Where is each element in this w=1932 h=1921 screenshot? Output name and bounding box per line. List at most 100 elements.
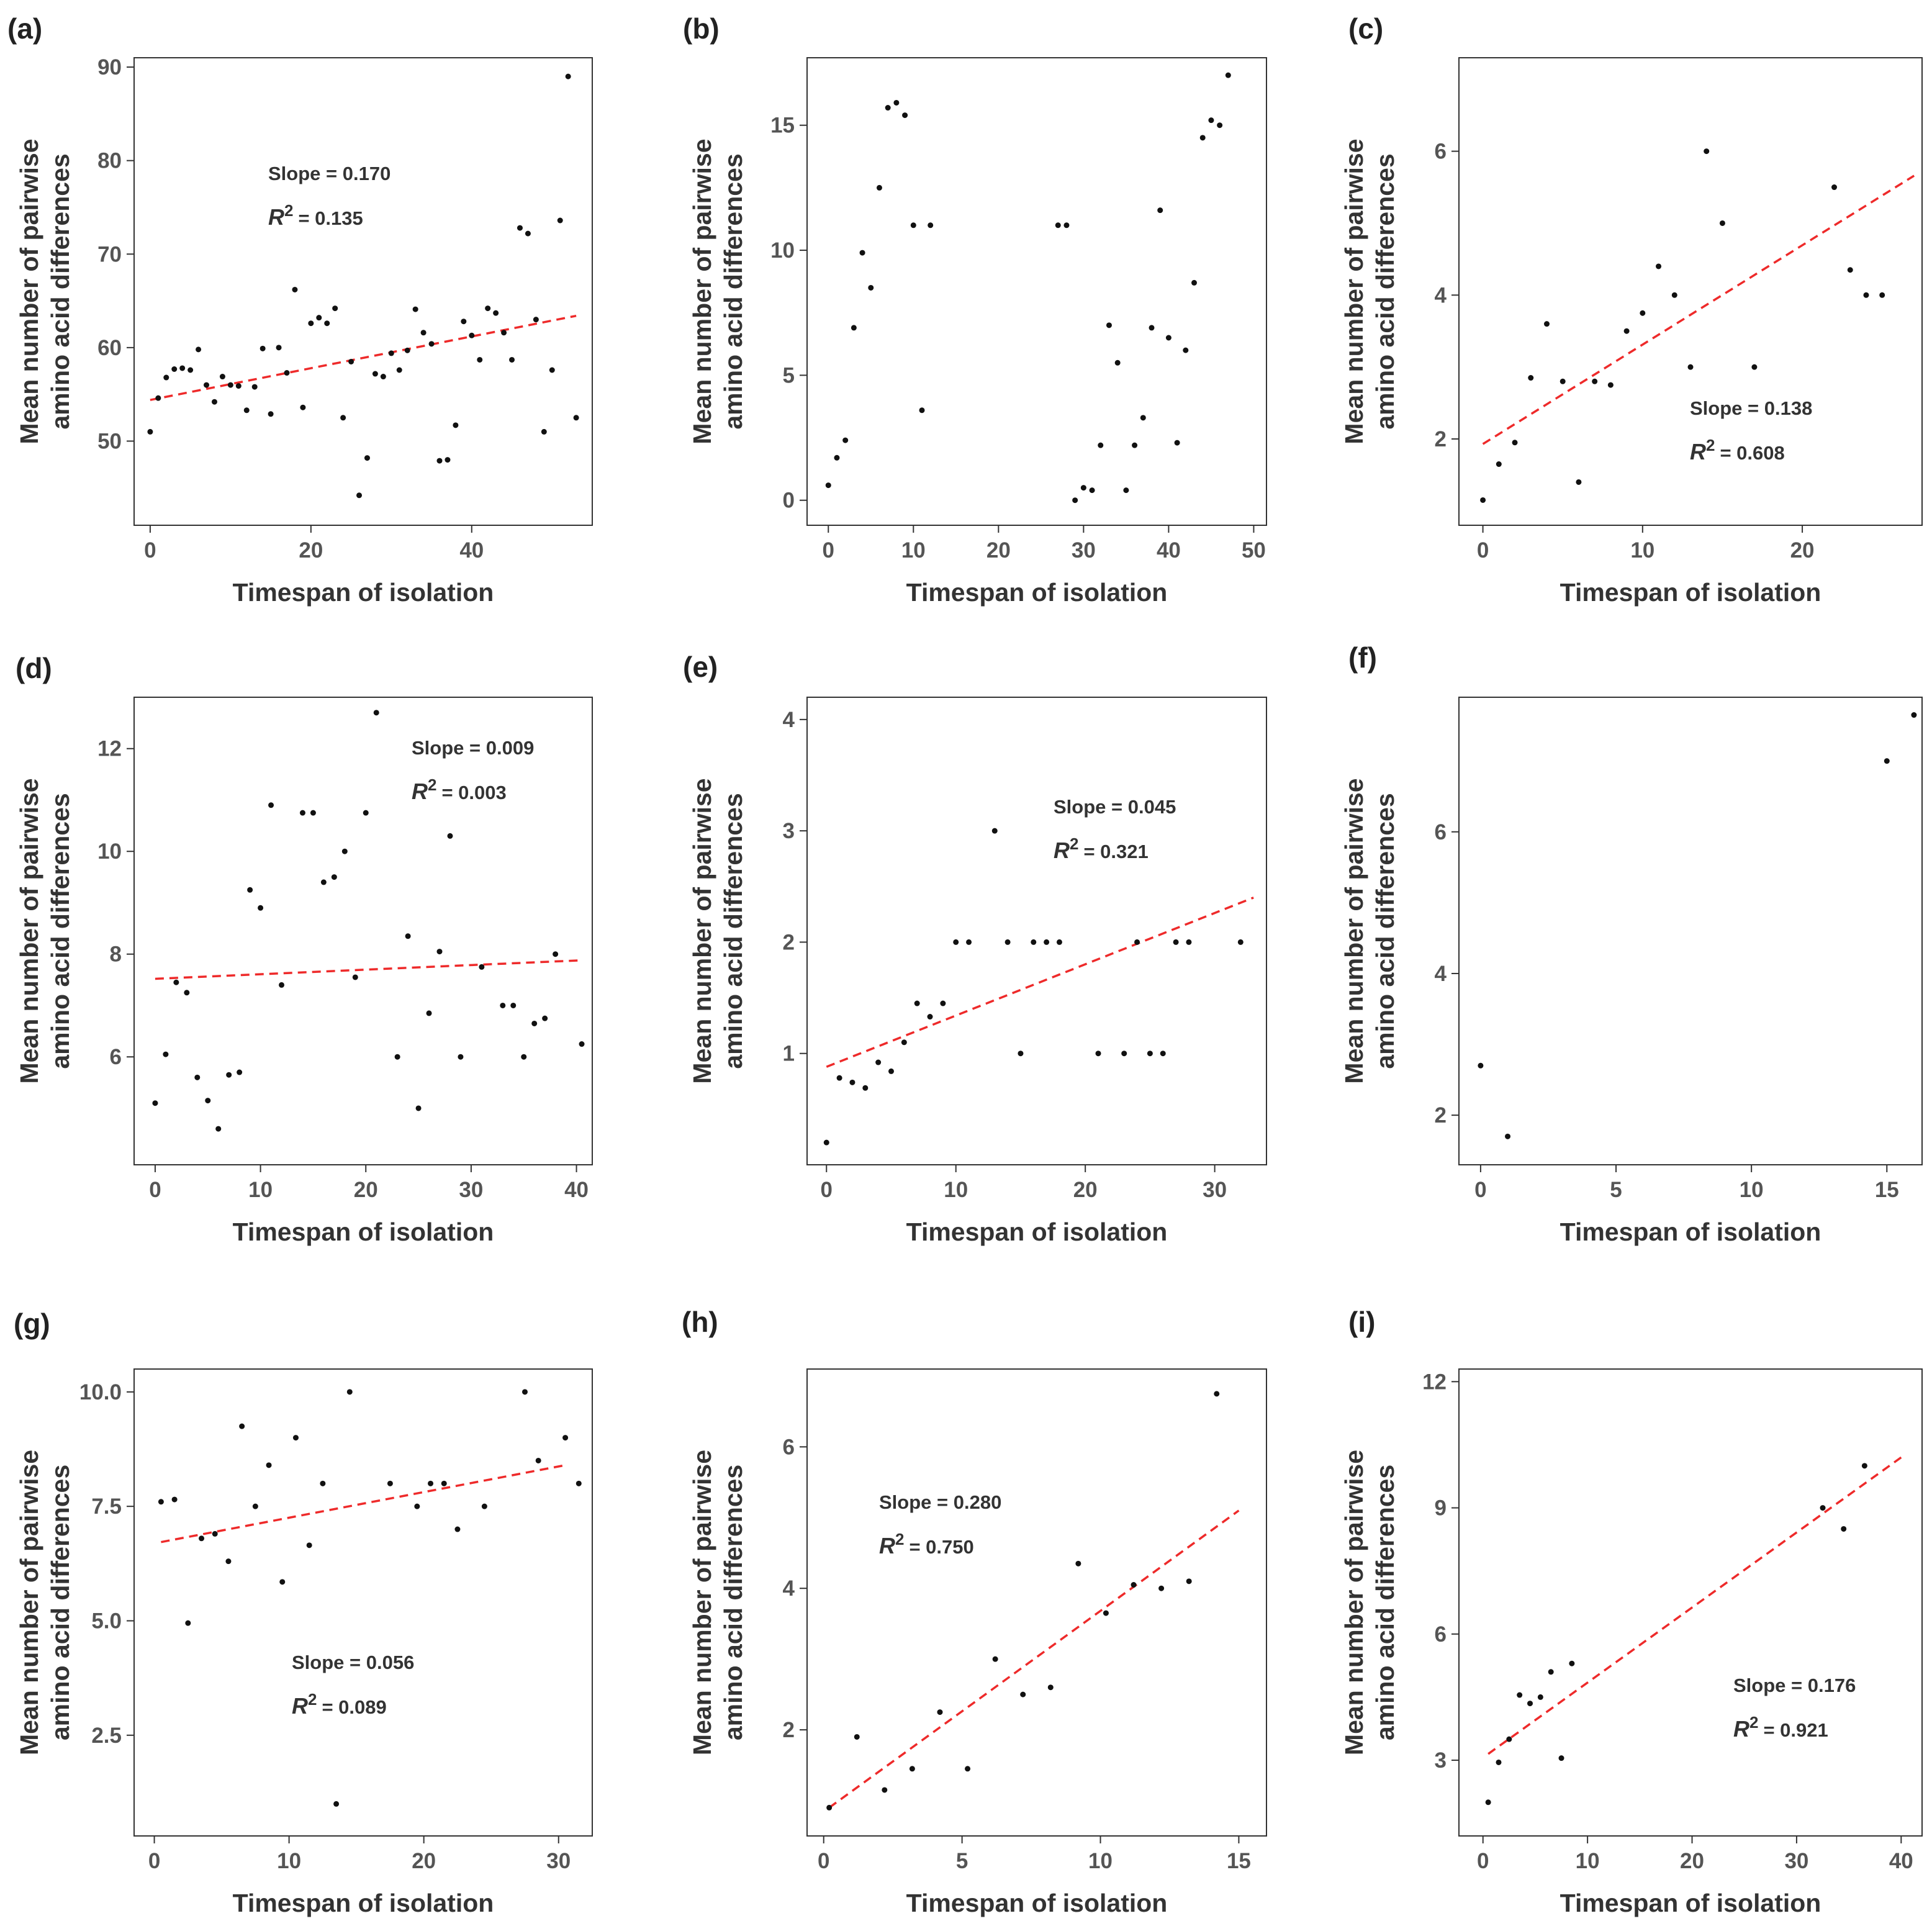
data-point bbox=[235, 383, 242, 389]
x-tick-label: 0 bbox=[148, 1849, 160, 1873]
regression-fit-line bbox=[161, 1464, 566, 1544]
x-tick-label: 50 bbox=[1242, 538, 1266, 563]
y-axis-title-line1: Mean number of pairwise bbox=[1340, 138, 1368, 444]
data-point bbox=[525, 230, 531, 237]
x-tick-label: 30 bbox=[459, 1178, 483, 1202]
y-tick-label: 6 bbox=[1435, 820, 1447, 844]
data-point bbox=[237, 1069, 243, 1075]
panel-label: (h) bbox=[682, 1306, 718, 1338]
data-point bbox=[187, 367, 194, 373]
r-squared-annotation: R2 = 0.321 bbox=[1054, 834, 1149, 863]
data-point bbox=[868, 284, 874, 291]
data-point bbox=[453, 422, 459, 428]
x-tick-label: 0 bbox=[818, 1849, 829, 1873]
data-point bbox=[533, 317, 539, 323]
data-point bbox=[1517, 1692, 1523, 1698]
data-point bbox=[1031, 939, 1037, 945]
data-point bbox=[436, 949, 443, 955]
data-point bbox=[388, 350, 394, 356]
data-point bbox=[1186, 1578, 1192, 1584]
x-tick-label: 0 bbox=[823, 538, 834, 563]
plot-frame bbox=[806, 697, 1267, 1165]
data-point bbox=[1047, 1684, 1054, 1691]
data-point bbox=[1656, 263, 1662, 269]
y-tick-label: 4 bbox=[783, 708, 795, 732]
y-tick-label: 2 bbox=[783, 930, 795, 954]
data-point bbox=[268, 411, 274, 417]
data-point bbox=[1537, 1694, 1543, 1700]
data-point bbox=[1132, 442, 1138, 448]
data-point bbox=[396, 367, 402, 373]
data-point bbox=[1592, 378, 1598, 384]
x-tick-label: 10 bbox=[277, 1849, 301, 1873]
data-point bbox=[1056, 939, 1062, 945]
data-point bbox=[1217, 122, 1223, 129]
data-point bbox=[1147, 1051, 1153, 1057]
x-axis-title: Timespan of isolation bbox=[233, 1218, 494, 1246]
data-point bbox=[199, 1535, 205, 1542]
data-point bbox=[1183, 347, 1189, 353]
data-point bbox=[1623, 328, 1630, 334]
data-point bbox=[320, 879, 327, 885]
y-tick-label: 10 bbox=[97, 839, 122, 864]
data-point bbox=[445, 457, 451, 463]
data-point bbox=[380, 374, 386, 380]
data-point bbox=[171, 1496, 178, 1503]
data-point bbox=[1704, 148, 1710, 155]
data-point bbox=[1121, 1051, 1127, 1057]
data-point bbox=[1134, 939, 1140, 945]
y-tick-label: 3 bbox=[783, 819, 795, 843]
data-point bbox=[910, 222, 916, 228]
data-point bbox=[1478, 1062, 1484, 1069]
y-tick-label: 4 bbox=[1435, 283, 1447, 307]
y-axis-title-line2: amino acid differences bbox=[719, 153, 747, 429]
data-point bbox=[549, 367, 555, 373]
data-point bbox=[1018, 1051, 1024, 1057]
y-tick-label: 15 bbox=[770, 114, 795, 138]
y-tick-label: 6 bbox=[110, 1045, 122, 1069]
x-tick-label: 10 bbox=[1740, 1178, 1764, 1202]
data-point bbox=[252, 1503, 258, 1509]
panel-label: (b) bbox=[683, 12, 720, 45]
data-point bbox=[940, 1000, 946, 1006]
data-point bbox=[1719, 220, 1725, 226]
data-point bbox=[441, 1480, 447, 1486]
data-point bbox=[1103, 1610, 1109, 1616]
x-tick-label: 20 bbox=[986, 538, 1011, 563]
panel-label: (i) bbox=[1348, 1306, 1375, 1338]
scatter-panel-1: (a) 0 20 40 50 60 70 80 90 Timespan of isolation M… bbox=[7, 12, 593, 607]
data-point bbox=[340, 415, 346, 421]
plot-frame bbox=[1458, 697, 1923, 1165]
data-point bbox=[1089, 487, 1095, 494]
data-point bbox=[1512, 440, 1518, 446]
x-axis-title: Timespan of isolation bbox=[233, 578, 494, 607]
data-point bbox=[412, 306, 418, 312]
data-point bbox=[1640, 310, 1646, 316]
data-point bbox=[888, 1068, 894, 1074]
y-tick-label: 9 bbox=[1435, 1496, 1447, 1521]
scatter-panel-4: (d) 0 10 20 30 40 6 8 10 12 Timespan of isolation M… bbox=[15, 652, 593, 1246]
data-point bbox=[372, 371, 378, 377]
x-tick-label: 10 bbox=[1088, 1849, 1113, 1873]
data-point bbox=[155, 395, 161, 401]
x-tick-label: 0 bbox=[144, 538, 156, 563]
scatter-panel-3: (c) 0 10 20 2 4 6 Timespan of isolation Mean num… bbox=[1340, 12, 1923, 607]
y-tick-label: 80 bbox=[97, 149, 122, 173]
data-point bbox=[215, 1126, 222, 1132]
y-tick-label: 2 bbox=[1435, 427, 1447, 451]
data-point bbox=[415, 1105, 422, 1111]
y-tick-label: 2 bbox=[783, 1718, 795, 1742]
data-point bbox=[992, 1656, 998, 1662]
data-point bbox=[1847, 267, 1853, 273]
y-tick-label: 3 bbox=[1435, 1748, 1447, 1773]
r-squared-annotation: R2 = 0.921 bbox=[1733, 1713, 1828, 1742]
data-point bbox=[332, 305, 338, 312]
data-point bbox=[1548, 1669, 1554, 1675]
data-point bbox=[1191, 279, 1198, 286]
data-point bbox=[258, 905, 264, 911]
data-point bbox=[1160, 1051, 1166, 1057]
r-squared-annotation: R2 = 0.135 bbox=[268, 201, 363, 230]
data-point bbox=[316, 315, 322, 321]
y-tick-label: 10 bbox=[770, 238, 795, 263]
y-tick-label: 5 bbox=[783, 363, 795, 387]
